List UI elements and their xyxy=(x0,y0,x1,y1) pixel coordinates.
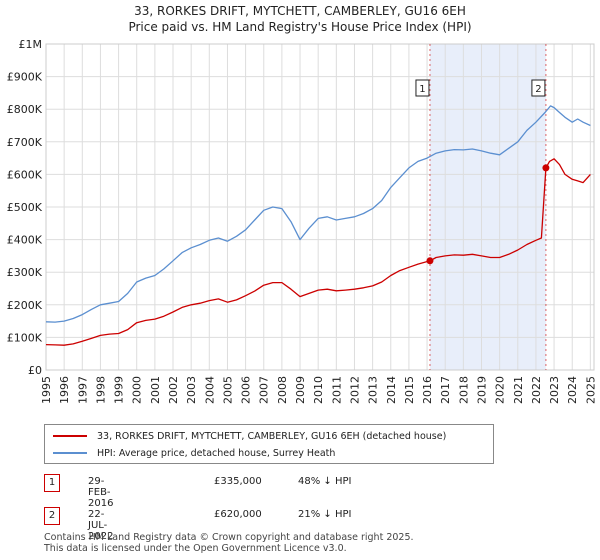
footer-copyright: Contains HM Land Registry data © Crown c… xyxy=(44,532,414,543)
legend-item-hpi: HPI: Average price, detached house, Surr… xyxy=(53,445,335,461)
y-tick-label: £200K xyxy=(7,299,43,312)
transaction-price: £620,000 xyxy=(214,509,262,520)
x-tick-label: 2018 xyxy=(457,376,470,404)
x-tick-label: 2015 xyxy=(403,376,416,404)
y-tick-label: £400K xyxy=(7,234,43,247)
x-tick-label: 2001 xyxy=(149,376,162,404)
legend-swatch-hpi xyxy=(53,452,87,454)
transaction-price: £335,000 xyxy=(214,476,262,487)
x-tick-label: 2020 xyxy=(494,376,507,404)
y-tick-label: £600K xyxy=(7,168,43,181)
x-tick-label: 2004 xyxy=(203,376,216,404)
hpi-series-line xyxy=(45,105,591,323)
sale-marker-label: 1 xyxy=(419,84,425,95)
y-tick-label: £500K xyxy=(7,201,43,214)
x-tick-label: 1995 xyxy=(40,376,53,404)
y-tick-label: £300K xyxy=(7,266,43,279)
x-tick-label: 2021 xyxy=(512,376,525,404)
x-tick-label: 2006 xyxy=(240,376,253,404)
x-tick-label: 2003 xyxy=(185,376,198,404)
chart-subtitle: Price paid vs. HM Land Registry's House … xyxy=(128,20,472,34)
x-tick-label: 2024 xyxy=(566,376,579,404)
x-tick-label: 2002 xyxy=(167,376,180,404)
plot-frame xyxy=(45,43,595,371)
x-tick-label: 2008 xyxy=(276,376,289,404)
transaction-badge: 2 xyxy=(44,507,60,525)
sale-marker-box xyxy=(415,79,430,97)
x-tick-label: 2016 xyxy=(421,376,434,404)
legend-item-property: 33, RORKES DRIFT, MYTCHETT, CAMBERLEY, G… xyxy=(53,428,446,444)
y-tick-label: £900K xyxy=(7,71,43,84)
property-series-line xyxy=(45,158,591,346)
x-tick-label: 2012 xyxy=(348,376,361,404)
x-tick-label: 2025 xyxy=(584,376,597,404)
x-tick-label: 1998 xyxy=(94,376,107,404)
x-tick-label: 1997 xyxy=(76,376,89,404)
legend-swatch-property xyxy=(53,435,87,437)
sale-point xyxy=(426,257,434,265)
x-tick-label: 2013 xyxy=(367,376,380,404)
x-tick-label: 2019 xyxy=(475,376,488,404)
x-tick-label: 2010 xyxy=(312,376,325,404)
y-tick-label: £700K xyxy=(7,136,43,149)
price-chart: £0 £100K £200K £300K £400K £500K £600K £700K £80… xyxy=(7,38,598,404)
y-tick-label: £0 xyxy=(28,364,42,377)
x-tick-label: 2022 xyxy=(530,376,543,404)
chart-title: 33, RORKES DRIFT, MYTCHETT, CAMBERLEY, G… xyxy=(134,4,466,18)
y-tick-label: £1M xyxy=(19,38,43,51)
legend: 33, RORKES DRIFT, MYTCHETT, CAMBERLEY, G… xyxy=(44,424,494,464)
transaction-date: 22-JUL-2022 xyxy=(88,509,114,542)
y-tick-label: £100K xyxy=(7,331,43,344)
x-tick-label: 2017 xyxy=(439,376,452,404)
x-tick-label: 2009 xyxy=(294,376,307,404)
sale-marker-box xyxy=(531,79,546,97)
transaction-hpi-diff: 48% ↓ HPI xyxy=(298,476,352,487)
transaction-date: 29-FEB-2016 xyxy=(88,476,114,509)
x-tick-label: 1996 xyxy=(58,376,71,404)
legend-label-hpi: HPI: Average price, detached house, Surr… xyxy=(97,447,336,459)
legend-label-property: 33, RORKES DRIFT, MYTCHETT, CAMBERLEY, G… xyxy=(97,430,447,442)
x-tick-label: 2011 xyxy=(330,376,343,404)
x-tick-label: 2023 xyxy=(548,376,561,404)
x-tick-label: 2000 xyxy=(131,376,144,404)
footer-licence: This data is licensed under the Open Gov… xyxy=(44,543,347,554)
x-tick-label: 2005 xyxy=(221,376,234,404)
transaction-badge: 1 xyxy=(44,474,60,492)
transaction-hpi-diff: 21% ↓ HPI xyxy=(298,509,352,520)
y-tick-label: £800K xyxy=(7,103,43,116)
x-tick-label: 1999 xyxy=(113,376,126,404)
sale-marker-label: 2 xyxy=(535,84,541,95)
sale-point xyxy=(542,164,550,172)
x-tick-label: 2007 xyxy=(258,376,271,404)
x-tick-label: 2014 xyxy=(385,376,398,404)
